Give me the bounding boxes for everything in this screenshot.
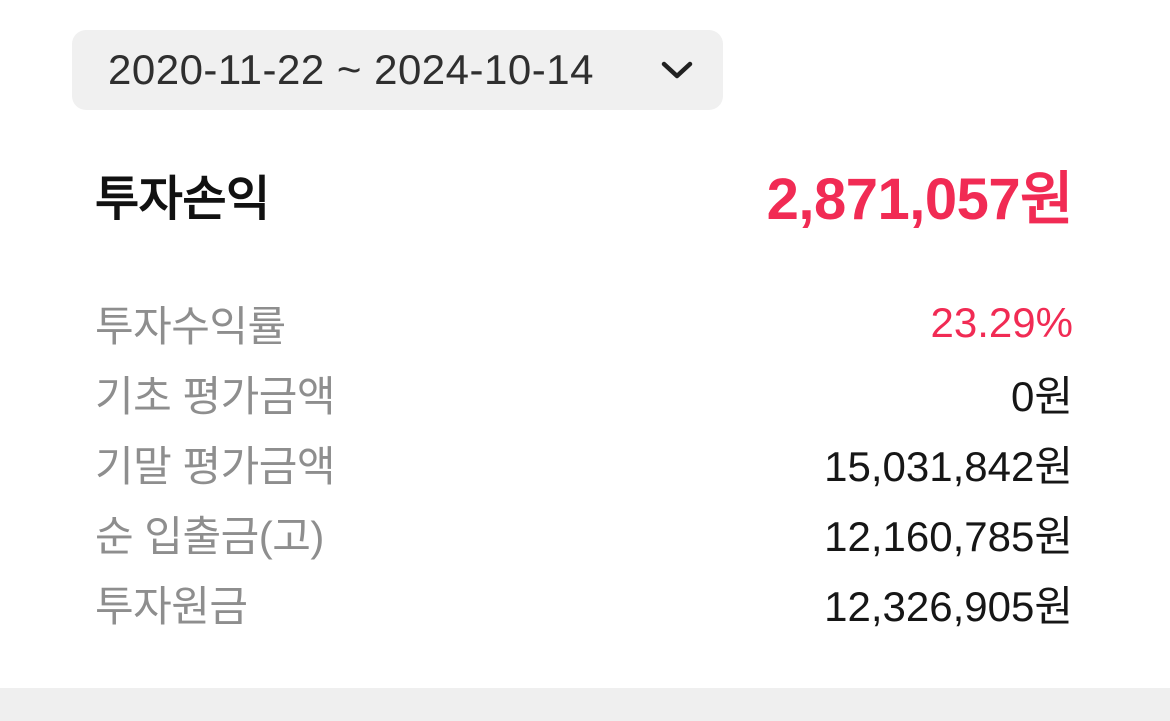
detail-row: 투자원금 12,326,905원 — [95, 568, 1073, 638]
detail-label-net-deposits: 순 입출금(고) — [95, 512, 324, 560]
detail-label-return-rate: 투자수익률 — [95, 302, 286, 350]
detail-value-initial-valuation: 0원 — [1011, 372, 1073, 420]
section-divider — [0, 688, 1170, 721]
detail-row: 기말 평가금액 15,031,842원 — [95, 428, 1073, 498]
detail-value-ending-valuation: 15,031,842원 — [824, 442, 1073, 490]
profit-summary-value: 2,871,057원 — [766, 167, 1074, 232]
detail-label-principal: 투자원금 — [95, 582, 248, 630]
date-range-value: 2020-11-22 ~ 2024-10-14 — [108, 46, 594, 93]
detail-value-net-deposits: 12,160,785원 — [824, 512, 1073, 560]
detail-row: 투자수익률 23.29% — [95, 288, 1073, 358]
detail-row: 순 입출금(고) 12,160,785원 — [95, 498, 1073, 568]
detail-value-principal: 12,326,905원 — [824, 582, 1073, 630]
profit-summary-label: 투자손익 — [95, 173, 270, 226]
detail-value-return-rate: 23.29% — [930, 299, 1073, 346]
profit-summary-row: 투자손익 2,871,057원 — [0, 158, 1170, 232]
chevron-down-icon — [661, 61, 693, 79]
detail-label-ending-valuation: 기말 평가금액 — [95, 442, 336, 490]
detail-row: 기초 평가금액 0원 — [95, 358, 1073, 428]
date-range-dropdown[interactable]: 2020-11-22 ~ 2024-10-14 — [72, 30, 723, 110]
detail-label-initial-valuation: 기초 평가금액 — [95, 372, 336, 420]
detail-list: 투자수익률 23.29% 기초 평가금액 0원 기말 평가금액 15,031,8… — [0, 288, 1170, 638]
